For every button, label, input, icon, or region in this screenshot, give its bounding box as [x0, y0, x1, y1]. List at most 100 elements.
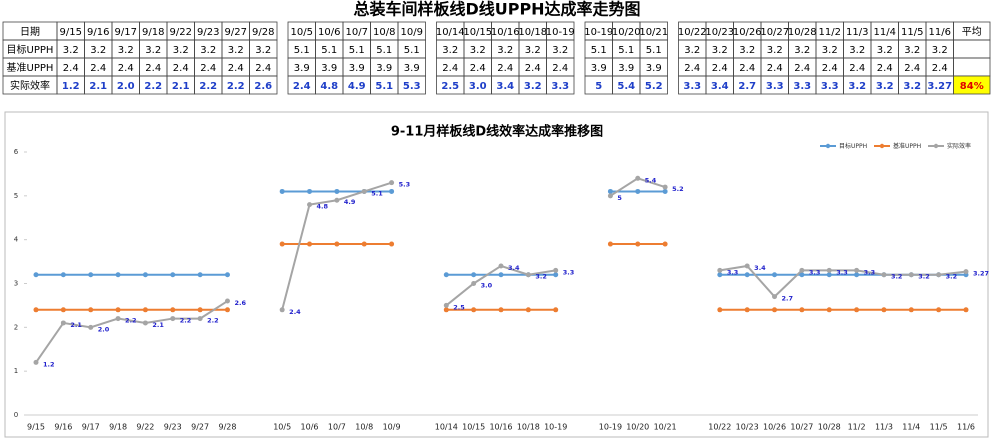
table-cell	[397, 75, 426, 95]
table-header: 11/4	[874, 27, 896, 38]
table-value: 2.4	[904, 63, 920, 74]
table-value: 2.4	[877, 63, 893, 74]
table-value: 5.1	[321, 45, 337, 56]
table-value: 2.4	[712, 63, 728, 74]
chart-frame	[4, 111, 989, 438]
table-value: 3.4	[711, 81, 729, 92]
table-value: 2.4	[794, 63, 810, 74]
data-point	[115, 316, 121, 322]
table-value: 3.3	[821, 81, 839, 92]
x-tick-label: 10/23	[736, 423, 759, 432]
table-value: 3.2	[904, 45, 920, 56]
table-value: 3.3	[551, 81, 569, 92]
data-point	[142, 320, 148, 326]
data-point	[936, 272, 942, 278]
table-value: 5.1	[375, 81, 393, 92]
table-header: 10/23	[705, 27, 734, 38]
data-label: 4.8	[317, 203, 329, 211]
data-point	[60, 307, 66, 313]
data-point	[307, 241, 313, 247]
data-label: 3.3	[563, 268, 575, 276]
data-label: 2.5	[453, 303, 465, 311]
data-point	[662, 188, 668, 194]
table-header: 10/15	[463, 27, 492, 38]
data-point	[936, 307, 942, 313]
table-value: 3.3	[683, 81, 701, 92]
data-point	[772, 272, 778, 278]
data-point	[170, 316, 176, 322]
x-tick-label: 10/27	[790, 423, 813, 432]
legend-label: 目标UPPH	[839, 142, 867, 150]
x-tick-label: 9/28	[218, 423, 236, 432]
table-value: 2.1	[89, 81, 107, 92]
data-label: 3.27	[973, 270, 989, 278]
data-point	[224, 298, 230, 304]
data-point	[197, 307, 203, 313]
data-label: 3.2	[891, 273, 903, 281]
table-value: 3.2	[767, 45, 783, 56]
table-value: 5	[595, 81, 602, 92]
data-point	[662, 241, 668, 247]
y-tick-label: 3	[14, 280, 18, 288]
data-point	[334, 188, 340, 194]
table-value: 2.4	[739, 63, 755, 74]
y-tick-label: 6	[14, 148, 19, 156]
table-header: 9/15	[60, 27, 82, 38]
data-point	[963, 307, 969, 313]
data-point	[963, 269, 969, 275]
table-value: 3.2	[470, 45, 486, 56]
data-point	[33, 359, 39, 365]
x-tick-label: 10-19	[544, 423, 567, 432]
table-value: 5.3	[403, 81, 421, 92]
data-point	[525, 272, 531, 278]
data-point	[334, 241, 340, 247]
table-cell	[953, 75, 991, 95]
data-point	[224, 272, 230, 278]
table-value: 3.2	[552, 45, 568, 56]
data-label: 2.2	[125, 317, 137, 325]
table-value: 3.9	[646, 63, 662, 74]
data-point	[553, 267, 559, 273]
x-tick-label: 10/5	[273, 423, 291, 432]
data-point	[279, 307, 285, 313]
legend-swatch	[825, 143, 831, 149]
table-value: 2.4	[200, 63, 216, 74]
table-value: 3.2	[684, 45, 700, 56]
table-value: 2.4	[90, 63, 106, 74]
table-cell	[249, 75, 278, 95]
table-value: 3.2	[118, 45, 134, 56]
x-tick-label: 10/18	[517, 423, 540, 432]
table-value: 1.2	[62, 81, 80, 92]
data-point	[279, 188, 285, 194]
x-tick-label: 10/8	[355, 423, 373, 432]
data-point	[553, 272, 559, 278]
data-label: 4.9	[344, 198, 356, 206]
data-point	[389, 241, 395, 247]
data-point	[854, 307, 860, 313]
table-value: 3.9	[294, 63, 310, 74]
table-value: 2.1	[172, 81, 190, 92]
data-point	[471, 307, 477, 313]
table-value: 5.2	[645, 81, 663, 92]
data-point	[607, 241, 613, 247]
table-value: 5.1	[349, 45, 365, 56]
x-tick-label: 11/6	[957, 423, 975, 432]
x-tick-label: 10/9	[383, 423, 401, 432]
data-point	[307, 202, 313, 208]
x-tick-label: 10/28	[818, 423, 841, 432]
page-title: 总装车间样板线D线UPPH达成率走势图	[353, 0, 640, 19]
table-value: 3.2	[63, 45, 79, 56]
table-value: 5.1	[404, 45, 420, 56]
data-point	[799, 272, 805, 278]
y-tick-label: 2	[14, 323, 18, 331]
table-value: 2.4	[525, 63, 541, 74]
table-header: 10-19	[546, 27, 575, 38]
data-point	[170, 272, 176, 278]
table-cell	[639, 75, 668, 95]
table-value: 3.2	[848, 81, 866, 92]
table-header: 10/9	[401, 27, 423, 38]
data-label: 5.1	[371, 189, 383, 197]
table-value: 4.8	[320, 81, 338, 92]
data-point	[607, 188, 613, 194]
data-label: 1.2	[43, 360, 55, 368]
